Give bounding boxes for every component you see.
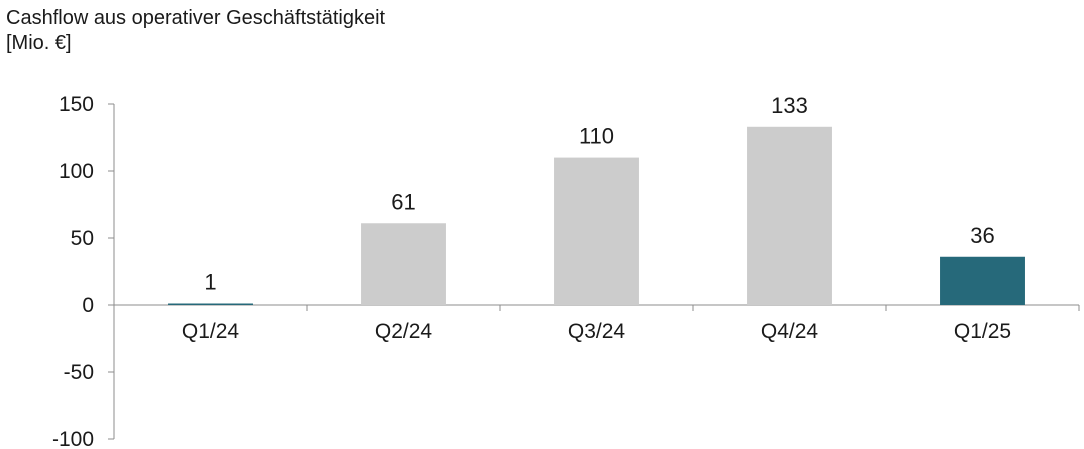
bar [361,223,446,305]
x-tick-label: Q1/25 [954,320,1011,343]
y-tick-label: -100 [52,428,94,449]
y-tick-label: 0 [82,294,94,317]
data-label: 133 [771,93,808,118]
y-tick-label: 150 [59,93,94,116]
x-tick-label: Q3/24 [568,320,626,343]
data-label: 1 [204,270,216,295]
chart-title-line2: [Mio. €] [6,32,72,54]
data-label: 110 [579,124,614,149]
y-tick-label: 50 [71,227,94,250]
y-tick-label: -50 [64,361,94,384]
bar [168,303,253,305]
data-label: 36 [970,223,994,248]
bar [554,157,639,305]
chart-title-line1: Cashflow aus operativer Geschäftstätigke… [6,7,386,29]
x-tick-label: Q2/24 [375,320,433,343]
x-tick-label: Q4/24 [761,320,819,343]
bar [747,126,832,305]
y-tick-label: 100 [59,160,94,183]
bar [940,256,1025,305]
data-label: 61 [391,189,415,214]
chart-title: Cashflow aus operativer Geschäftstätigke… [6,6,385,56]
x-tick-label: Q1/24 [182,320,240,343]
